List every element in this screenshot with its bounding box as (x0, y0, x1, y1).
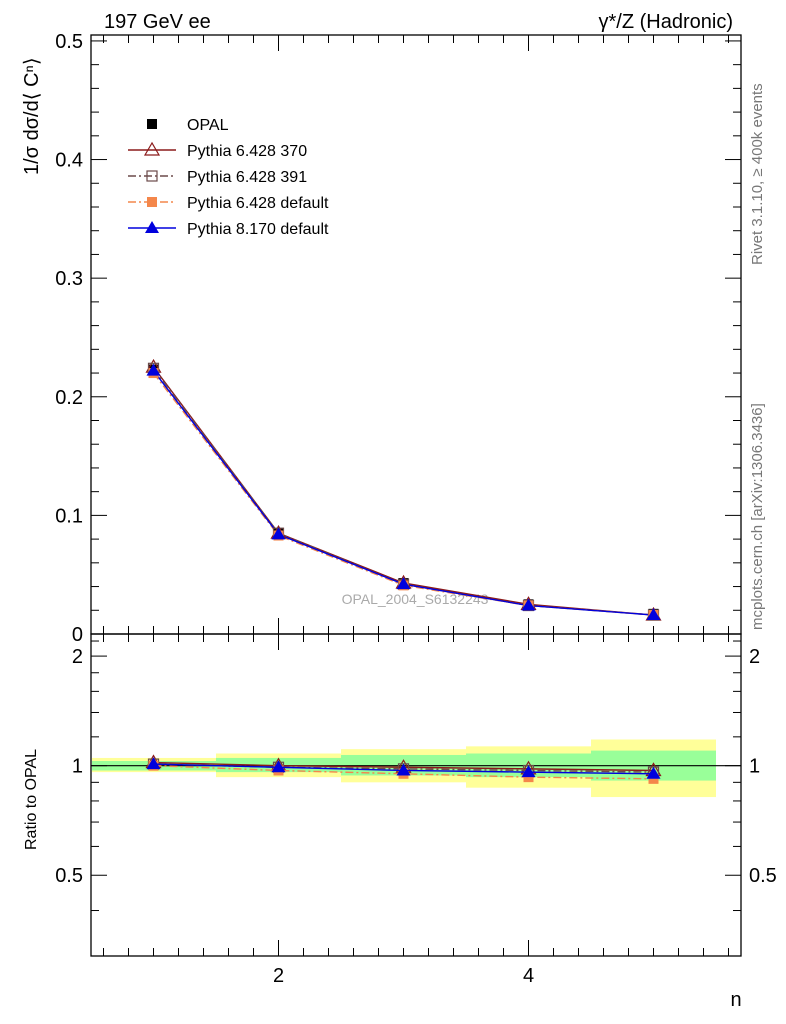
rivet-credit: Rivet 3.1.10, ≥ 400k events (749, 83, 766, 265)
point-s5-4 (521, 598, 536, 611)
axes: 0 0.1 0.2 0.3 0.4 0.5 2 4 0.5 0.5 1 1 2 2 (55, 31, 777, 987)
point-s5-1 (146, 363, 161, 376)
ratio-point-s4-4 (521, 765, 536, 778)
legend-marker-4 (147, 197, 157, 207)
main-y-tick-label: 0.5 (55, 31, 83, 53)
ratio-y-tick-label: 0.5 (55, 865, 83, 887)
main-y-tick-label: 0.1 (55, 505, 83, 527)
main-y-tick-label: 0.2 (55, 387, 83, 409)
legend-marker-2 (143, 141, 161, 156)
series-layer (145, 358, 662, 784)
legend-label-4: Pythia 6.428 default (187, 195, 329, 212)
mcplots-credit: mcplots.cern.ch [arXiv:1306.3436] (749, 403, 766, 630)
x-tick-label: 2 (273, 965, 284, 987)
ratio-point-s3-5 (648, 773, 659, 784)
ratio-point-s3-4 (523, 772, 534, 783)
analysis-watermark: OPAL_2004_S6132243 (342, 591, 489, 607)
point-s5-2 (271, 527, 286, 540)
ratio-y-tick-label-right: 2 (749, 646, 760, 668)
point-s5-5 (646, 608, 661, 621)
ratio-point-s4-2 (271, 760, 286, 773)
ratio-y-tick-label: 1 (72, 756, 83, 778)
legend-label-3: Pythia 6.428 391 (187, 169, 307, 186)
ratio-point-s4-5 (646, 766, 661, 779)
ratio-point-s4-3 (396, 763, 411, 776)
legend-marker-5 (145, 221, 159, 233)
ratio-y-axis-title: Ratio to OPAL (23, 749, 40, 850)
ratio-y-tick-label-right: 0.5 (749, 865, 777, 887)
main-y-tick-label: 0 (72, 624, 83, 646)
ratio-y-tick-label: 2 (72, 646, 83, 668)
ratio-line-3 (153, 764, 654, 780)
ratio-y-tick-label-right: 1 (749, 756, 760, 778)
header-right: γ*/Z (Hadronic) (599, 11, 733, 33)
header-left: 197 GeV ee (104, 11, 211, 33)
ratio-point-s4-1 (146, 757, 161, 770)
legend-marker-3 (146, 170, 158, 182)
main-y-tick-label: 0.4 (55, 150, 83, 172)
point-s5-3 (396, 577, 411, 590)
x-axis-title: n (730, 989, 741, 1011)
main-y-tick-label: 0.3 (55, 268, 83, 290)
legend-label-5: Pythia 8.170 default (187, 221, 329, 238)
legend-label-2: Pythia 6.428 370 (187, 143, 307, 160)
main-y-axis-title: 1/σ dσ/d⟨ Cⁿ⟩ (21, 57, 43, 175)
legend-label-1: OPAL (187, 117, 229, 134)
legend-marker-1 (147, 119, 157, 129)
ratio-plot-frame (90, 633, 742, 957)
legend: OPAL Pythia 6.428 370 Pythia 6.428 391 Pyth… (128, 117, 329, 238)
uncertainty-bands (91, 739, 741, 798)
x-tick-label: 4 (523, 965, 534, 987)
